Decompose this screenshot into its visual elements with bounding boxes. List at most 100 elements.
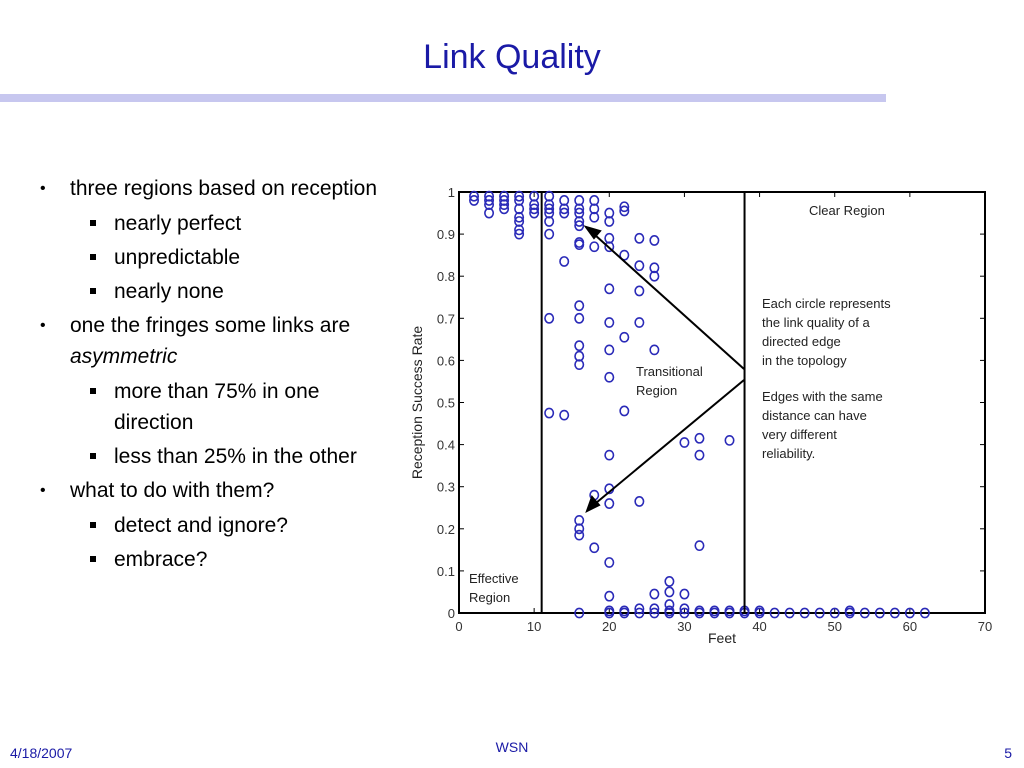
sub-bullet-item: unpredictable — [40, 242, 385, 273]
annotation-arrows — [583, 225, 745, 514]
data-point — [664, 607, 675, 619]
data-point — [529, 203, 540, 215]
x-axis-label: Feet — [708, 630, 736, 646]
sub-bullet-text: unpredictable — [114, 246, 241, 269]
transitional-region-label-line2: Region — [636, 383, 677, 398]
square-bullet-icon — [90, 453, 96, 459]
data-point — [649, 270, 660, 282]
data-point — [679, 437, 690, 448]
data-point — [859, 607, 870, 619]
square-bullet-icon — [90, 254, 96, 260]
data-point — [604, 557, 615, 568]
arrow-down-head-icon — [585, 495, 601, 514]
data-point — [664, 586, 675, 598]
data-point — [649, 235, 660, 246]
data-point — [634, 260, 645, 272]
x-tick-label: 10 — [527, 619, 541, 634]
data-point — [499, 203, 510, 215]
x-tick-label: 50 — [827, 619, 841, 634]
sub-bullet-text: embrace? — [114, 548, 208, 571]
footer-date: 4/18/2007 — [10, 745, 73, 761]
data-point — [619, 205, 630, 217]
data-point — [694, 432, 705, 444]
data-point — [529, 207, 540, 219]
sub-bullet-item: embrace? — [40, 544, 385, 575]
bullet-text: one the fringes some links are — [70, 314, 351, 337]
bullet-item: • what to do with them? — [40, 475, 385, 506]
bullet-dot-icon: • — [40, 317, 46, 334]
y-tick-label: 0.1 — [437, 564, 455, 579]
square-bullet-icon — [90, 288, 96, 294]
data-point — [604, 344, 615, 356]
data-point — [619, 331, 630, 343]
link-quality-figure: 0 10 20 30 40 50 60 70 0 0.1 0.2 0.3 0.4 0.5 0.6 0.7 0.8… — [400, 180, 1000, 650]
data-point — [544, 312, 555, 324]
data-point — [694, 540, 705, 552]
y-axis-label: Reception Success Rate — [409, 326, 425, 480]
data-point — [574, 529, 585, 541]
square-bullet-icon — [90, 556, 96, 562]
y-tick-label: 1 — [448, 185, 455, 200]
sub-bullet-text: detect and ignore? — [114, 514, 288, 537]
sub-bullet-text: less than 25% in the other — [114, 445, 357, 468]
annotation-line: Edges with the same — [762, 389, 883, 404]
data-point — [619, 249, 630, 261]
transitional-region-label-line1: Transitional — [636, 364, 703, 379]
data-point — [889, 607, 900, 619]
data-point — [679, 588, 690, 600]
square-bullet-icon — [90, 220, 96, 226]
data-point — [649, 603, 660, 615]
data-point — [604, 241, 615, 253]
scatter-plot: 0 10 20 30 40 50 60 70 0 0.1 0.2 0.3 0.4 0.5 0.6 0.7 0.8… — [409, 185, 992, 646]
data-point — [844, 607, 855, 619]
data-point — [574, 203, 585, 215]
data-point — [634, 496, 645, 507]
data-point — [574, 220, 585, 232]
data-point — [709, 607, 720, 619]
data-point — [724, 434, 735, 446]
annotation-line: very different — [762, 427, 837, 442]
data-point — [544, 228, 555, 240]
bullet-list: • three regions based on reception nearl… — [40, 173, 385, 578]
annotation-text: Each circle represents the link quality … — [762, 296, 891, 461]
bullet-text: what to do with them? — [70, 479, 275, 502]
data-point — [514, 228, 525, 240]
y-tick-label: 0 — [448, 606, 455, 621]
data-point — [634, 607, 645, 619]
y-tick-label: 0.3 — [437, 480, 455, 495]
sub-bullet-text: nearly none — [114, 280, 224, 303]
data-point — [694, 449, 705, 461]
arrow-up-line — [594, 234, 745, 370]
page-number: 5 — [1004, 745, 1012, 761]
annotation-line: in the topology — [762, 353, 847, 368]
y-tick-label: 0.9 — [437, 227, 455, 242]
clear-region-label: Clear Region — [809, 203, 885, 218]
bullet-item: • one the fringes some links are asymmet… — [40, 310, 385, 372]
data-point — [799, 607, 810, 619]
y-tick-label: 0.7 — [437, 311, 455, 326]
data-point — [604, 498, 615, 509]
plot-frame — [458, 191, 986, 614]
data-point — [619, 405, 630, 417]
data-point — [919, 607, 930, 619]
data-point — [574, 312, 585, 324]
data-point — [664, 576, 675, 587]
annotation-line: Each circle represents — [762, 296, 891, 311]
data-point — [574, 300, 585, 312]
title-underline — [0, 94, 886, 102]
data-point — [574, 216, 585, 227]
annotation-line: distance can have — [762, 408, 867, 423]
data-point — [604, 216, 615, 227]
bullet-emphasis: asymmetric — [70, 345, 178, 368]
annotation-line: the link quality of a — [762, 315, 870, 330]
annotation-line: reliability. — [762, 446, 815, 461]
x-tick-label: 20 — [602, 619, 616, 634]
x-tick-label: 30 — [677, 619, 691, 634]
data-point — [484, 195, 495, 206]
data-point — [514, 224, 525, 236]
y-tick-label: 0.2 — [437, 522, 455, 537]
data-point — [574, 359, 585, 371]
data-point — [544, 407, 555, 419]
data-point — [904, 607, 915, 619]
data-point — [649, 607, 660, 619]
